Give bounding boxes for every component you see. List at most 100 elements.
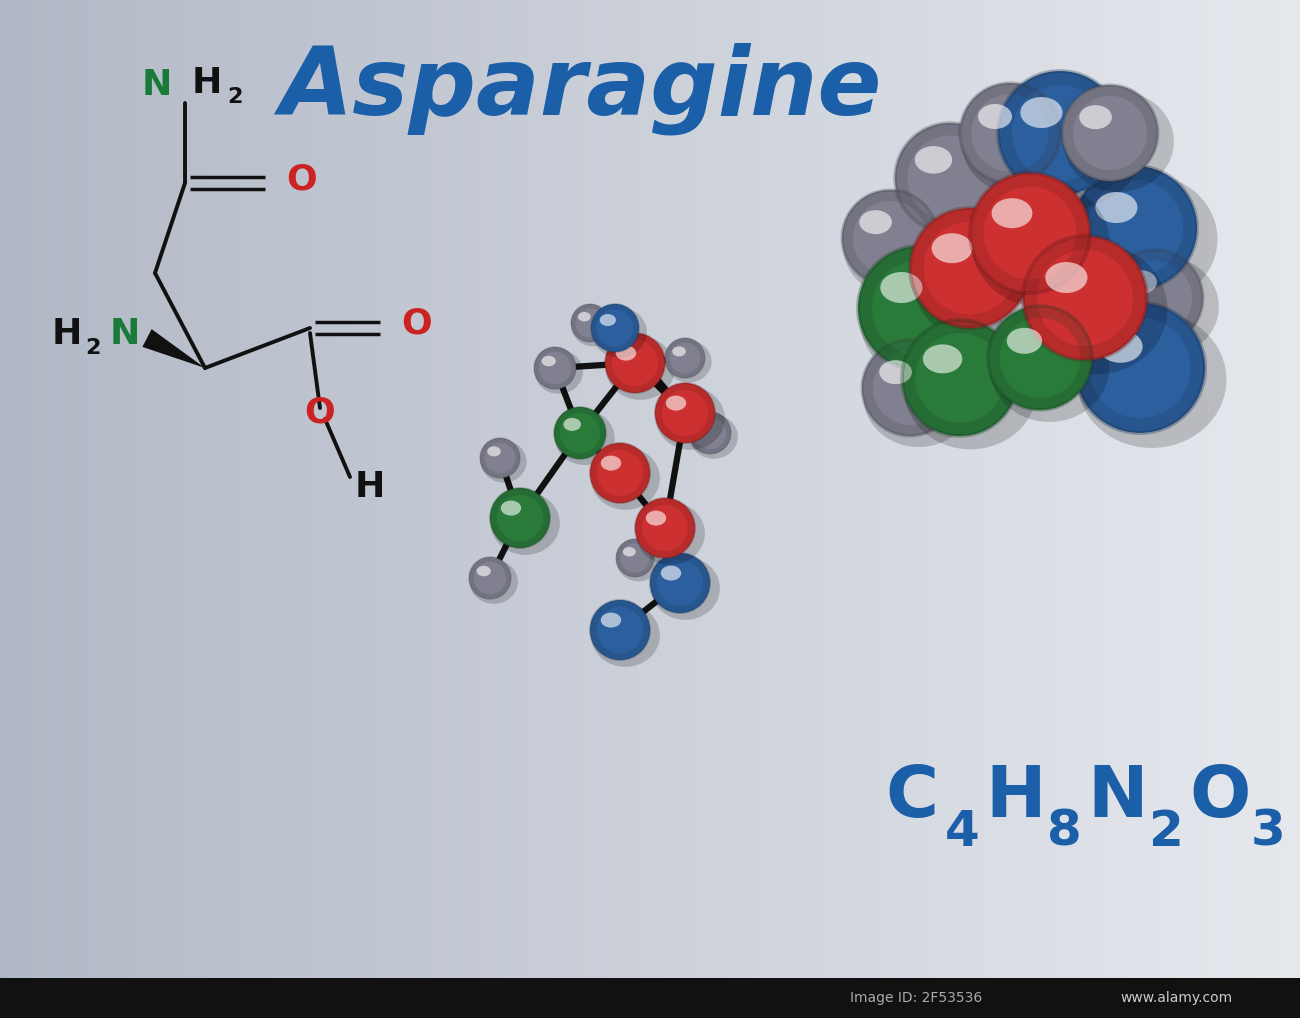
- Ellipse shape: [1098, 330, 1143, 362]
- Bar: [676, 0, 680, 1018]
- Bar: [1030, 0, 1035, 1018]
- Bar: [49, 0, 53, 1018]
- Bar: [1043, 0, 1048, 1018]
- Bar: [1056, 0, 1061, 1018]
- Bar: [1072, 0, 1076, 1018]
- Ellipse shape: [992, 199, 1032, 228]
- Bar: [604, 0, 608, 1018]
- Bar: [182, 0, 186, 1018]
- Bar: [1196, 0, 1200, 1018]
- Bar: [156, 0, 160, 1018]
- Bar: [575, 0, 580, 1018]
- Ellipse shape: [989, 313, 1109, 421]
- Bar: [384, 0, 387, 1018]
- Bar: [803, 0, 807, 1018]
- Bar: [348, 0, 352, 1018]
- Bar: [907, 0, 911, 1018]
- Bar: [1254, 0, 1258, 1018]
- Bar: [1017, 0, 1022, 1018]
- Ellipse shape: [697, 420, 711, 432]
- Bar: [205, 0, 209, 1018]
- Ellipse shape: [689, 414, 738, 459]
- Bar: [6, 0, 10, 1018]
- Bar: [975, 0, 979, 1018]
- Bar: [982, 0, 985, 1018]
- Bar: [393, 0, 398, 1018]
- Bar: [826, 0, 829, 1018]
- Bar: [94, 0, 99, 1018]
- Bar: [614, 0, 619, 1018]
- Bar: [751, 0, 755, 1018]
- Bar: [387, 0, 391, 1018]
- Text: 2: 2: [86, 338, 100, 358]
- Bar: [1284, 0, 1288, 1018]
- Bar: [913, 0, 918, 1018]
- Bar: [1242, 0, 1245, 1018]
- Bar: [848, 0, 853, 1018]
- Bar: [806, 0, 810, 1018]
- Bar: [1206, 0, 1210, 1018]
- Bar: [221, 0, 225, 1018]
- Bar: [994, 0, 998, 1018]
- Text: H: H: [192, 66, 222, 100]
- Bar: [949, 0, 953, 1018]
- Bar: [270, 0, 274, 1018]
- Ellipse shape: [656, 387, 725, 450]
- Bar: [598, 0, 602, 1018]
- Bar: [214, 0, 218, 1018]
- Bar: [159, 0, 164, 1018]
- Bar: [712, 0, 716, 1018]
- Bar: [608, 0, 612, 1018]
- Bar: [1053, 0, 1057, 1018]
- Bar: [968, 0, 972, 1018]
- Bar: [910, 0, 914, 1018]
- Ellipse shape: [666, 341, 711, 383]
- Circle shape: [666, 338, 705, 378]
- Bar: [1138, 0, 1141, 1018]
- Ellipse shape: [500, 501, 521, 515]
- Bar: [1258, 0, 1262, 1018]
- Ellipse shape: [577, 312, 590, 322]
- Bar: [1232, 0, 1236, 1018]
- Bar: [1008, 0, 1011, 1018]
- Bar: [862, 0, 866, 1018]
- Ellipse shape: [666, 396, 686, 410]
- Bar: [829, 0, 833, 1018]
- Bar: [361, 0, 365, 1018]
- Bar: [569, 0, 573, 1018]
- Bar: [162, 0, 166, 1018]
- Bar: [585, 0, 589, 1018]
- Ellipse shape: [1045, 262, 1088, 293]
- Bar: [540, 0, 543, 1018]
- Bar: [55, 0, 60, 1018]
- Bar: [341, 0, 346, 1018]
- Bar: [68, 0, 73, 1018]
- Ellipse shape: [477, 566, 491, 576]
- Bar: [280, 0, 283, 1018]
- Bar: [208, 0, 212, 1018]
- Bar: [273, 0, 277, 1018]
- Bar: [624, 0, 628, 1018]
- Ellipse shape: [972, 181, 1110, 306]
- Bar: [790, 0, 794, 1018]
- Circle shape: [554, 407, 606, 459]
- Bar: [520, 0, 524, 1018]
- Bar: [500, 0, 504, 1018]
- Bar: [289, 0, 294, 1018]
- Bar: [647, 0, 651, 1018]
- Ellipse shape: [1000, 79, 1143, 210]
- Bar: [306, 0, 309, 1018]
- Bar: [65, 0, 69, 1018]
- Bar: [747, 0, 751, 1018]
- Circle shape: [910, 208, 1030, 328]
- Bar: [462, 0, 465, 1018]
- Bar: [1216, 0, 1219, 1018]
- Bar: [757, 0, 762, 1018]
- Bar: [971, 0, 976, 1018]
- Bar: [29, 0, 34, 1018]
- Text: 4: 4: [945, 808, 980, 856]
- Bar: [370, 0, 374, 1018]
- Bar: [1167, 0, 1171, 1018]
- Bar: [484, 0, 489, 1018]
- Bar: [1001, 0, 1005, 1018]
